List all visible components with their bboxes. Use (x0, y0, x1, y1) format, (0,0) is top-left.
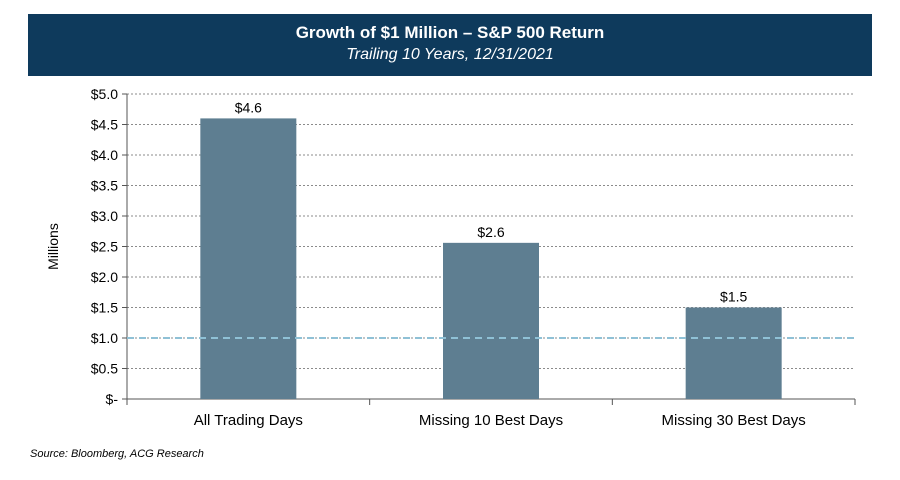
chart-title-bar: Growth of $1 Million – S&P 500 Return Tr… (28, 14, 872, 76)
x-tick-label: Missing 30 Best Days (662, 412, 806, 429)
y-tick-label: $3.0 (91, 208, 118, 224)
x-tick-label: Missing 10 Best Days (419, 412, 563, 429)
chart-subtitle: Trailing 10 Years, 12/31/2021 (346, 46, 554, 63)
y-tick-label: $4.0 (91, 147, 118, 163)
chart-title: Growth of $1 Million – S&P 500 Return (295, 23, 605, 42)
y-tick-label: $1.5 (91, 300, 118, 316)
y-tick-label: $3.5 (91, 178, 118, 194)
data-label: $1.5 (720, 289, 747, 305)
y-tick-label: $4.5 (91, 117, 118, 133)
y-tick-label: $5.0 (91, 86, 118, 102)
y-tick-label: $2.5 (91, 239, 118, 255)
bar (443, 242, 539, 399)
y-tick-label: $- (106, 391, 119, 407)
y-tick-label: $0.5 (91, 361, 118, 377)
bar (200, 118, 297, 400)
source-note: Source: Bloomberg, ACG Research (30, 448, 204, 460)
y-tick-label: $2.0 (91, 269, 118, 285)
bar (685, 307, 782, 399)
x-tick-label: All Trading Days (194, 412, 303, 429)
y-tick-label: $1.0 (91, 330, 118, 346)
data-label: $4.6 (235, 99, 262, 115)
y-axis-label: Millions (45, 223, 61, 270)
data-label: $2.6 (477, 224, 504, 240)
